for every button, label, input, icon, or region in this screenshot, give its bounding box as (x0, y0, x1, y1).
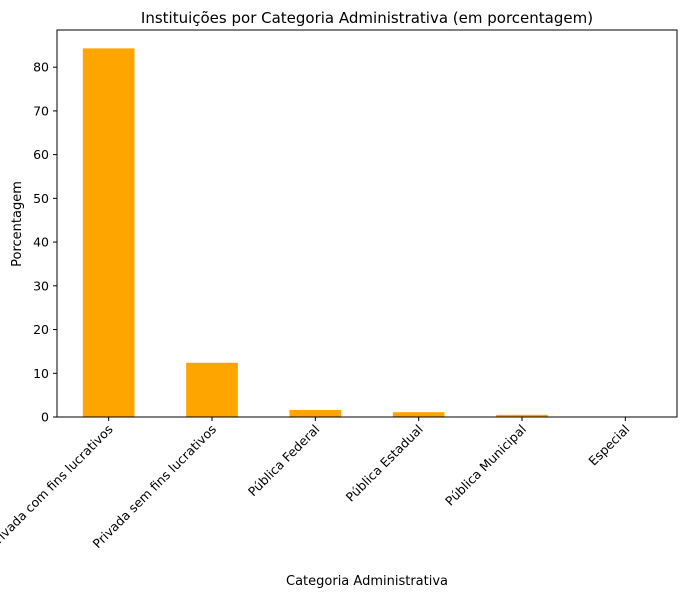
y-tick-label-4: 40 (33, 235, 49, 250)
y-tick-label-7: 70 (33, 103, 49, 118)
y-tick-label-1: 10 (33, 366, 49, 381)
y-tick-label-0: 0 (41, 410, 49, 425)
bar-0 (82, 48, 135, 418)
x-axis-label: Categoria Administrativa (286, 574, 448, 589)
y-tick-label-3: 30 (33, 278, 49, 293)
y-tick-label-2: 20 (33, 322, 49, 337)
x-tick-label-1: Privada sem fins lucrativos (90, 422, 220, 552)
bar-2 (289, 410, 342, 417)
plot-frame (56, 29, 678, 418)
x-tick-label-3: Pública Estadual (343, 422, 426, 505)
bar-3 (392, 412, 445, 417)
y-tick-label-6: 60 (33, 147, 49, 162)
y-axis-label: Porcentagem (10, 181, 25, 267)
x-tick-label-2: Pública Federal (245, 422, 323, 500)
chart-title: Instituições por Categoria Administrativ… (141, 9, 593, 27)
bars-group (82, 48, 652, 418)
bar-4 (496, 414, 548, 417)
x-tick-label-4: Pública Municipal (442, 422, 529, 509)
bar-1 (186, 362, 238, 417)
x-tick-label-5: Especial (585, 422, 632, 469)
y-tick-label-8: 80 (33, 60, 49, 75)
y-tick-label-5: 50 (33, 191, 49, 206)
y-axis: 0 10 20 30 40 50 60 70 80 (33, 60, 57, 425)
